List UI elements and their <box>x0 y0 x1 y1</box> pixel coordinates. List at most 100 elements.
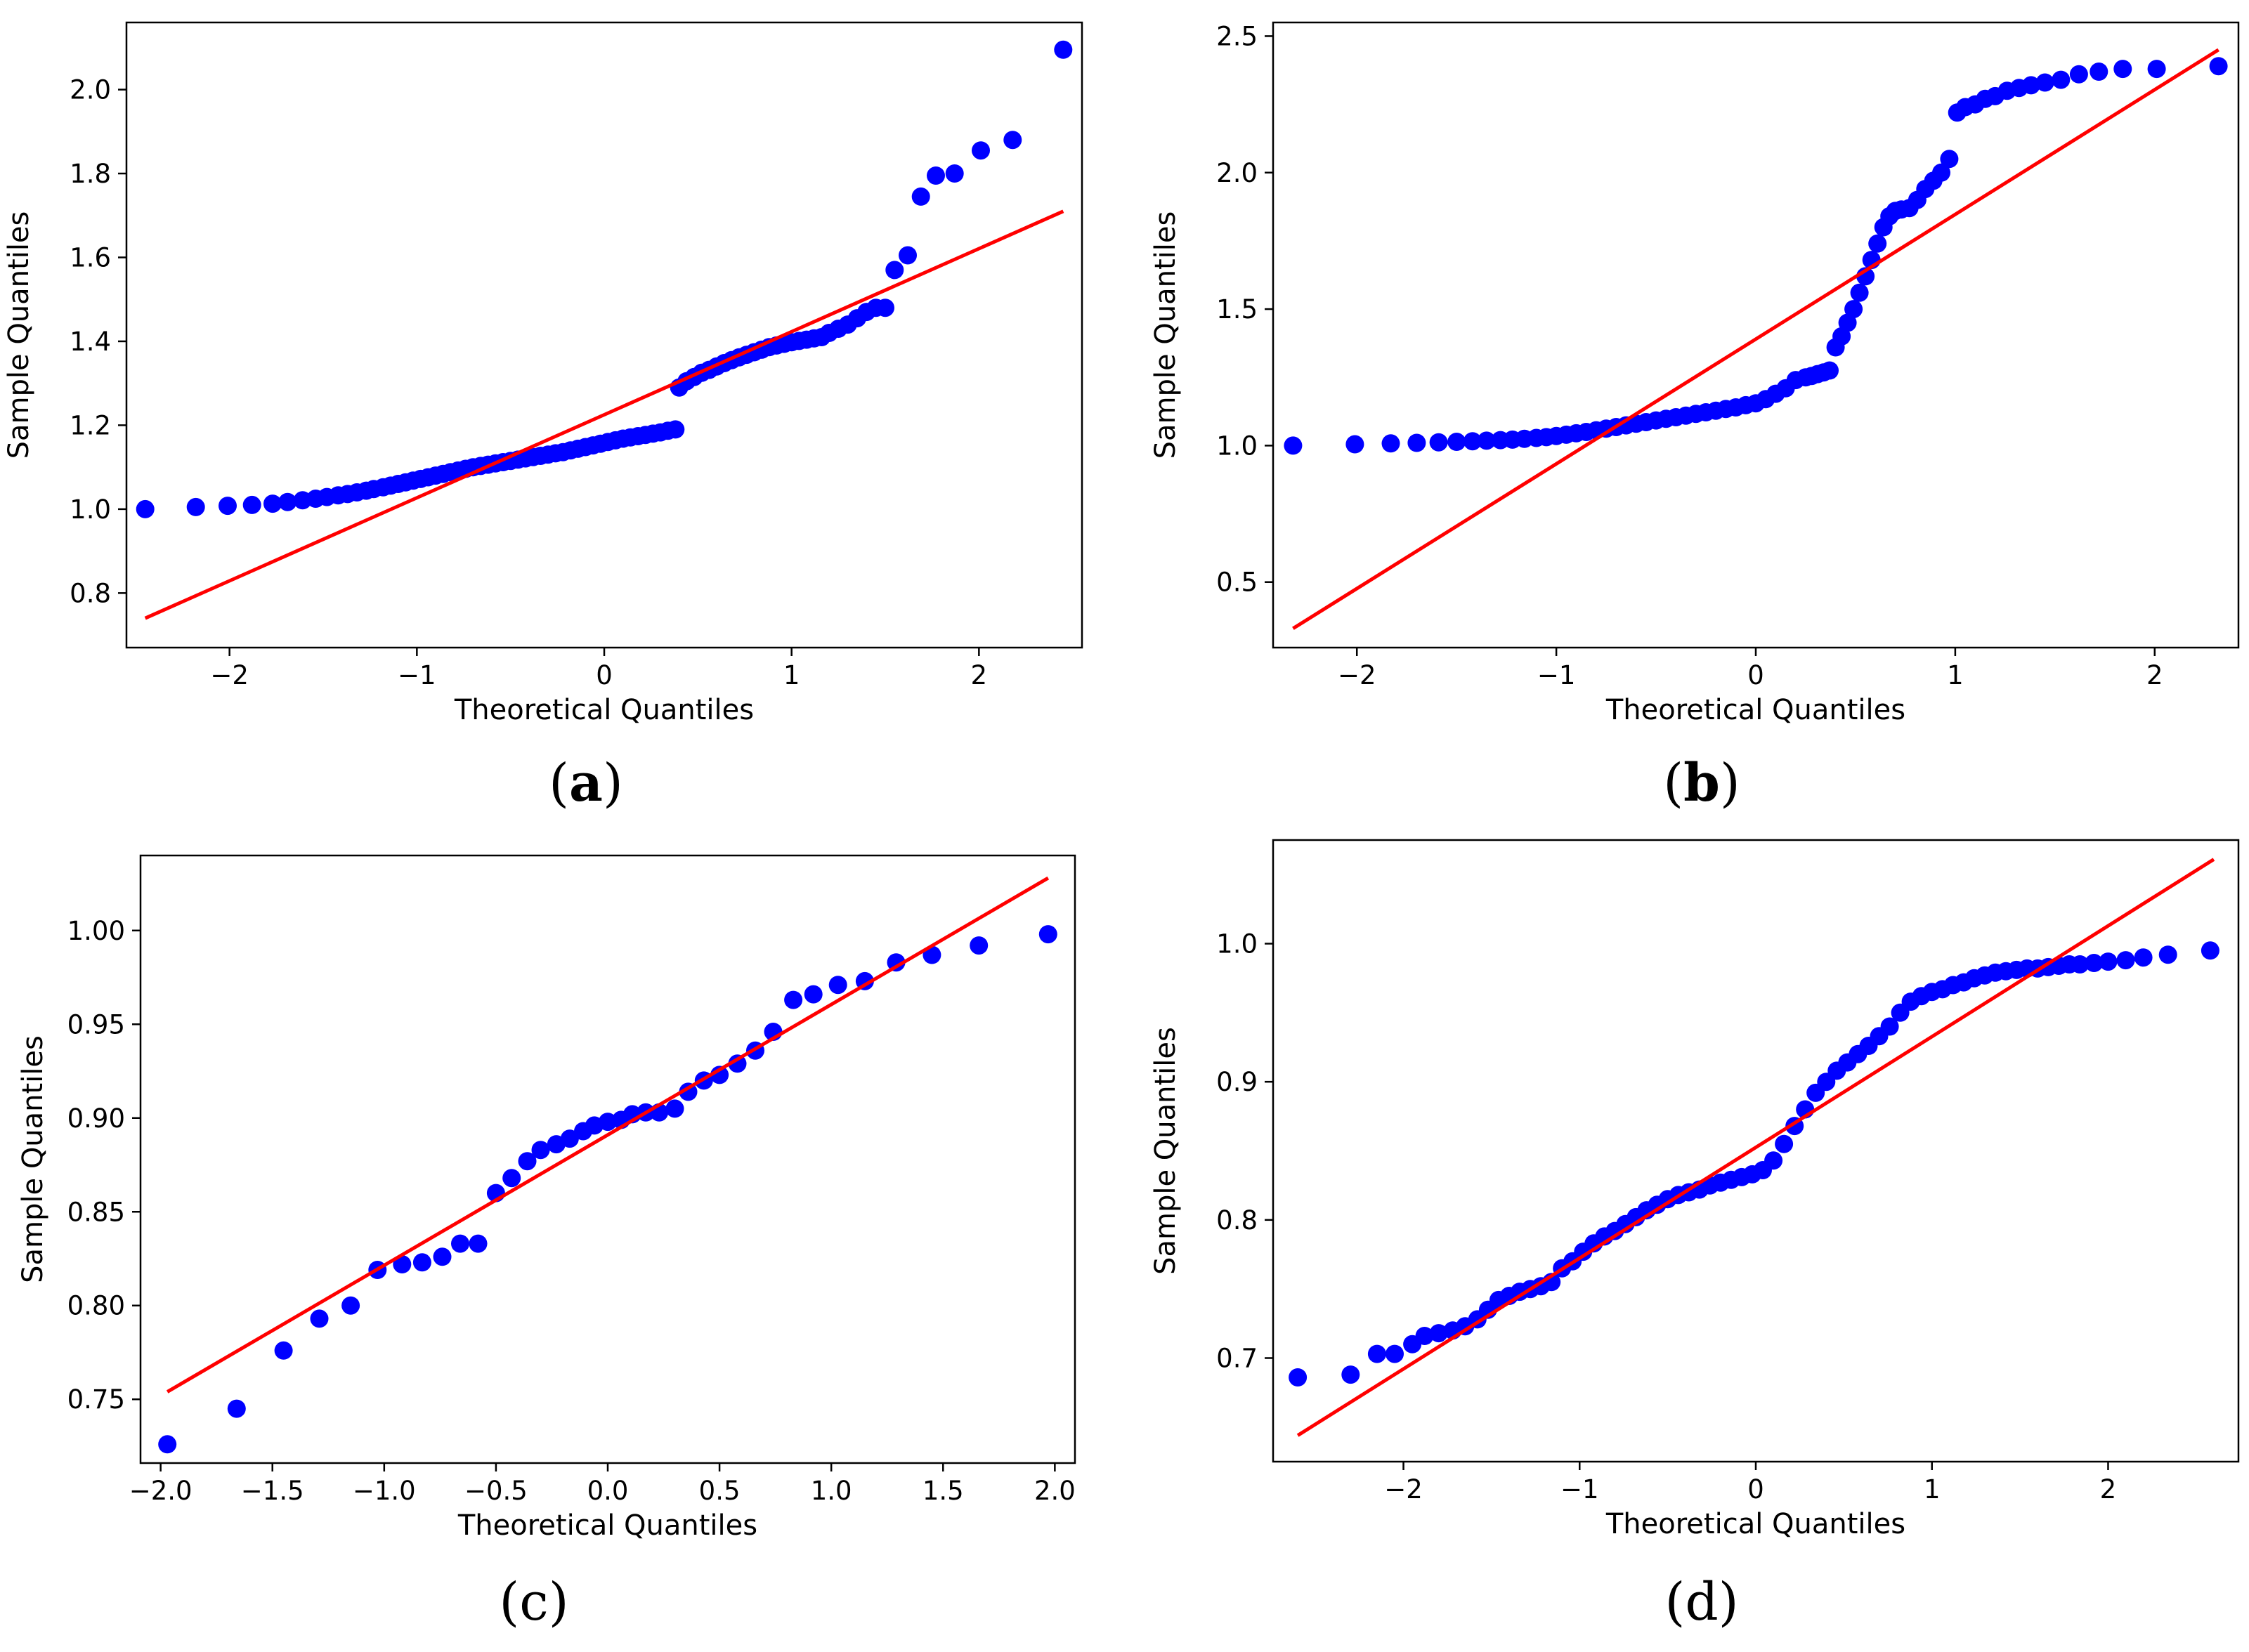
caption-b-label: b <box>1683 753 1720 813</box>
data-point <box>1838 313 1857 332</box>
data-point <box>227 1399 246 1418</box>
data-point <box>2035 73 2054 92</box>
data-point <box>728 1054 747 1073</box>
data-point <box>2158 945 2177 964</box>
reference-line <box>1296 858 2215 1437</box>
data-point <box>666 420 685 439</box>
y-tick-label: 2.0 <box>70 75 111 105</box>
chart-b: −2 −1 0 1 2 0.5 1.0 1.5 2.0 2.5 Theoretical Quanti… <box>1149 21 2240 726</box>
y-tick-label: 1.0 <box>70 494 111 525</box>
caption-b: (b) <box>1663 753 1740 813</box>
data-point <box>2201 941 2219 960</box>
data-point <box>1038 925 1057 944</box>
x-tick-label: 0 <box>596 660 613 690</box>
data-point <box>1003 131 1022 150</box>
chart-d: −2 −1 0 1 2 0.7 0.8 0.9 1.0 Theoretical Quantiles… <box>1149 839 2240 1540</box>
x-axis-label: Theoretical Quantiles <box>1605 694 1905 726</box>
y-tick-label: 1.2 <box>70 410 111 440</box>
data-point <box>136 499 155 518</box>
data-point <box>2147 60 2166 79</box>
data-point <box>518 1152 537 1171</box>
x-tick-label: −2 <box>210 660 249 690</box>
data-point <box>158 1435 177 1454</box>
y-tick-label: 2.0 <box>1216 158 1258 188</box>
x-tick-label: −2.0 <box>129 1476 193 1506</box>
caption-c-label: c <box>519 1572 549 1632</box>
data-point <box>876 299 894 317</box>
data-point <box>1386 1344 1404 1363</box>
data-point <box>599 1113 617 1132</box>
data-point <box>263 494 282 513</box>
data-point <box>242 495 261 514</box>
chart-c: −2.0 −1.5 −1.0 −0.5 0.0 0.5 1.0 1.5 2.0 0.75 0.80 0… <box>17 854 1076 1542</box>
data-point <box>887 953 906 972</box>
data-point <box>2099 952 2118 971</box>
data-point <box>1341 1365 1360 1384</box>
data-point <box>469 1234 488 1253</box>
data-point <box>927 166 945 185</box>
x-tick-label: −0.5 <box>464 1476 528 1506</box>
data-point <box>1345 435 1364 454</box>
data-point <box>784 990 803 1009</box>
caption-d: (d) <box>1664 1572 1739 1632</box>
caption-a-label: a <box>569 753 603 813</box>
y-tick-label: 2.5 <box>1216 21 1258 51</box>
data-point <box>1880 1017 1899 1036</box>
chart-b-points <box>1284 57 2228 455</box>
data-point <box>1850 283 1869 302</box>
data-point <box>1463 432 1482 451</box>
x-tick-label: −1 <box>1560 1474 1599 1504</box>
data-point <box>1429 433 1448 452</box>
caption-c: (c) <box>499 1572 569 1632</box>
data-point <box>531 1141 550 1160</box>
y-tick-label: 0.8 <box>70 578 111 608</box>
y-axis-label: Sample Quantiles <box>17 1035 49 1283</box>
y-tick-label: 1.0 <box>1216 929 1258 959</box>
data-point <box>2113 60 2132 79</box>
data-point <box>310 1309 329 1328</box>
x-tick-label: 2 <box>971 660 988 690</box>
x-tick-label: −2 <box>1338 660 1376 690</box>
y-tick-label: 0.80 <box>67 1291 125 1321</box>
chart-a-points <box>136 40 1073 518</box>
data-point <box>1367 1344 1386 1363</box>
data-point <box>970 936 989 955</box>
caption-d-label: d <box>1685 1572 1719 1632</box>
y-tick-label: 0.9 <box>1216 1067 1258 1097</box>
x-tick-label: 0 <box>1747 1474 1764 1504</box>
data-point <box>278 492 297 511</box>
y-tick-label: 0.5 <box>1216 568 1258 598</box>
y-tick-label: 1.4 <box>70 327 111 357</box>
data-point <box>1477 431 1496 450</box>
data-point <box>1054 40 1073 59</box>
data-point <box>1844 300 1863 319</box>
x-tick-label: 0.5 <box>699 1476 741 1506</box>
data-point <box>1289 1368 1308 1386</box>
data-point <box>1381 434 1400 453</box>
data-point <box>911 187 930 206</box>
data-point <box>828 976 847 995</box>
data-point <box>219 497 237 516</box>
data-point <box>1415 1327 1434 1345</box>
plot-frame <box>125 21 1083 649</box>
data-point <box>502 1169 521 1188</box>
x-tick-label: −1 <box>1537 660 1576 690</box>
data-point <box>274 1341 293 1360</box>
data-point <box>2052 70 2071 89</box>
x-tick-label: −2 <box>1384 1474 1423 1504</box>
x-tick-label: 1 <box>1924 1474 1941 1504</box>
data-point <box>186 497 205 516</box>
y-tick-label: 1.00 <box>67 916 125 946</box>
y-tick-label: 1.8 <box>70 159 111 189</box>
y-tick-label: 0.85 <box>67 1197 125 1227</box>
chart-a: −2 −1 0 1 2 0.8 1.0 1.2 1.4 1.6 1.8 2.0 Theoretical … <box>3 21 1083 726</box>
y-axis-label: Sample Quantiles <box>1149 1027 1182 1275</box>
data-point <box>945 164 964 183</box>
data-point <box>1932 163 1950 182</box>
data-point <box>1832 327 1851 346</box>
data-point <box>412 1253 431 1272</box>
y-tick-label: 1.6 <box>70 242 111 273</box>
y-tick-label: 0.8 <box>1216 1205 1258 1235</box>
y-tick-label: 1.5 <box>1216 294 1258 324</box>
